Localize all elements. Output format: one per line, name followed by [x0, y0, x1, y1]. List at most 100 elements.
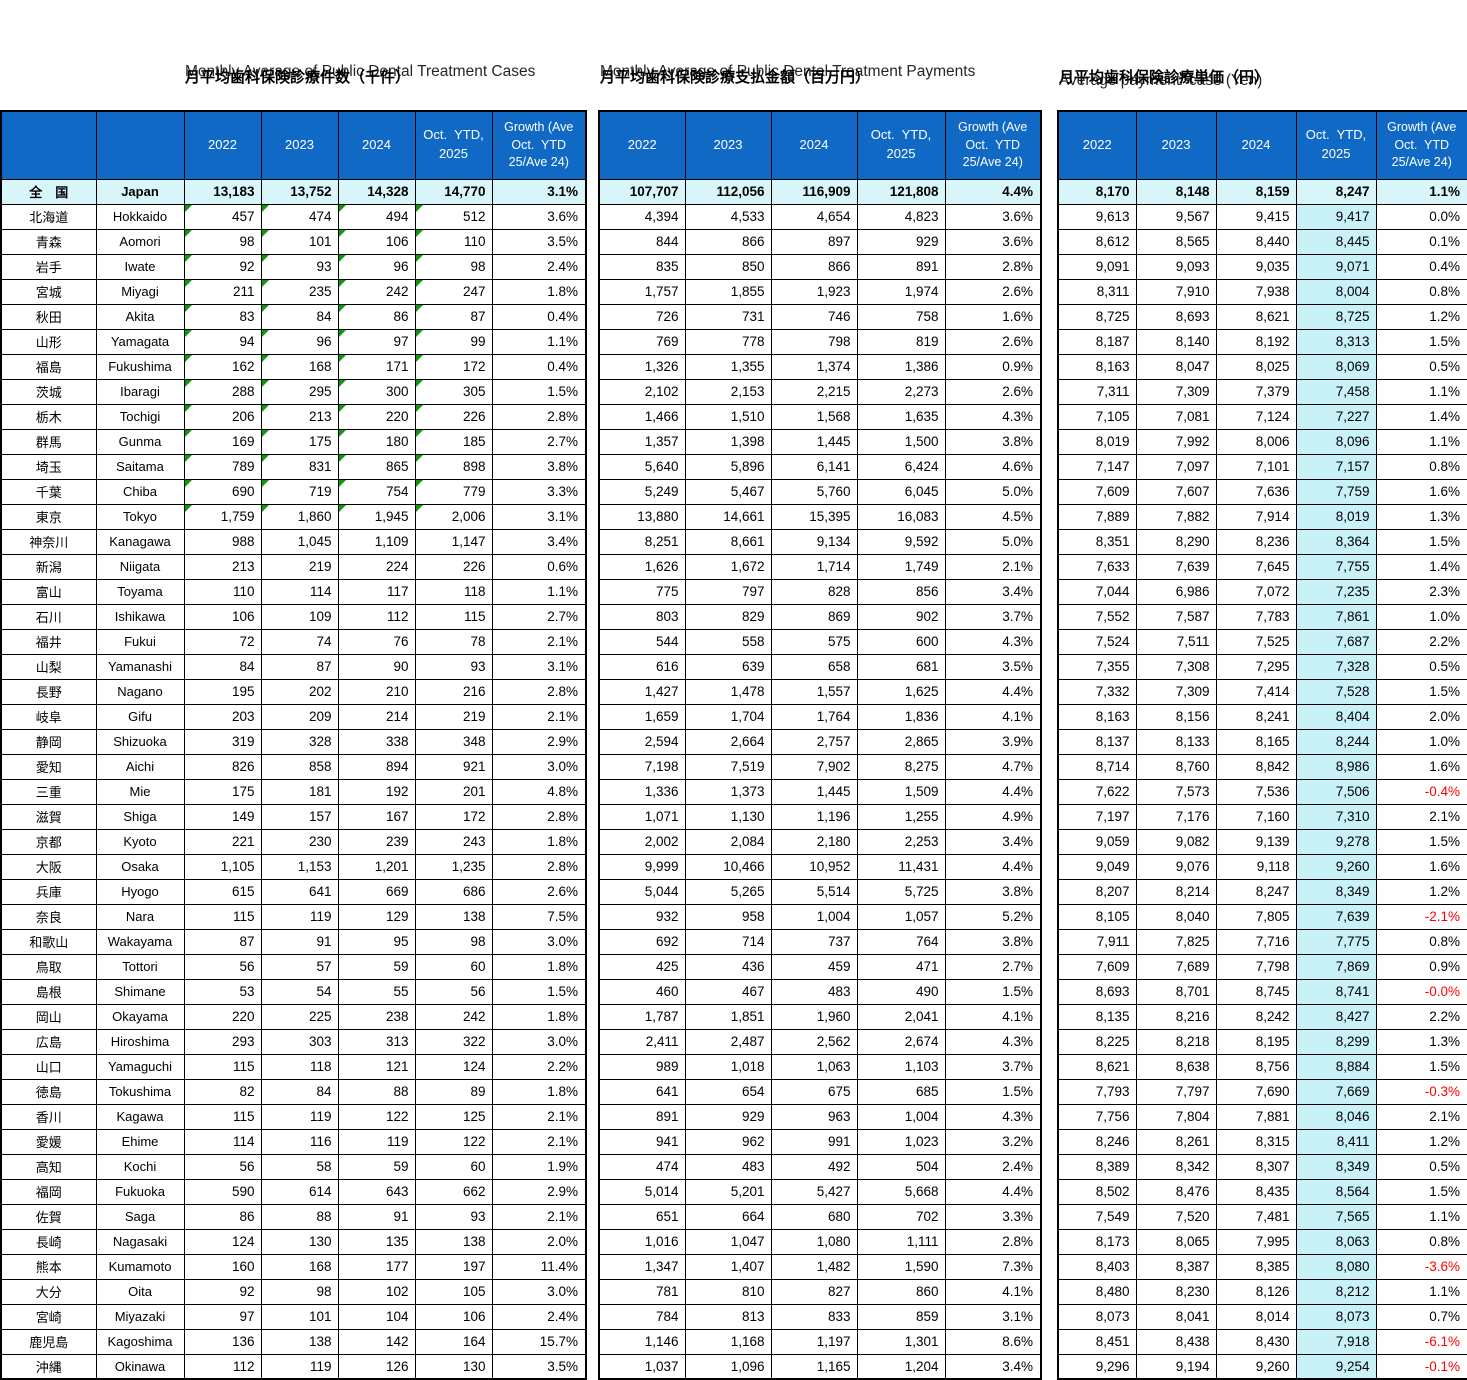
prefecture-name-en-cell[interactable]: Shizuoka: [95, 728, 185, 755]
value-cell[interactable]: 8,349: [1295, 1153, 1377, 1180]
prefecture-name-en-cell[interactable]: Hokkaido: [95, 203, 185, 230]
value-cell[interactable]: 2,411: [598, 1028, 686, 1055]
value-cell[interactable]: 8,163: [1057, 703, 1137, 730]
value-cell[interactable]: 122: [337, 1103, 416, 1130]
prefecture-name-jp-cell[interactable]: 千葉: [0, 478, 97, 505]
value-cell[interactable]: 8,137: [1057, 728, 1137, 755]
growth-cell[interactable]: 3.1%: [944, 1303, 1042, 1330]
value-cell[interactable]: 8,313: [1295, 328, 1377, 355]
value-cell[interactable]: 8,047: [1135, 353, 1217, 380]
value-cell[interactable]: 1,147: [414, 528, 493, 555]
value-cell[interactable]: 8,173: [1057, 1228, 1137, 1255]
prefecture-name-en-cell[interactable]: Okayama: [95, 1003, 185, 1030]
value-cell[interactable]: 512: [414, 203, 493, 230]
value-cell[interactable]: 941: [598, 1128, 686, 1155]
growth-cell[interactable]: 4.4%: [944, 853, 1042, 880]
value-cell[interactable]: 93: [414, 1203, 493, 1230]
prefecture-name-jp-cell[interactable]: 愛知: [0, 753, 97, 780]
prefecture-name-jp-cell[interactable]: 静岡: [0, 728, 97, 755]
value-cell[interactable]: 1,255: [856, 803, 946, 830]
value-cell[interactable]: 224: [337, 553, 416, 580]
prefecture-name-en-cell[interactable]: Ehime: [95, 1128, 185, 1155]
value-cell[interactable]: 126: [337, 1353, 416, 1380]
prefecture-name-en-cell[interactable]: Shimane: [95, 978, 185, 1005]
value-cell[interactable]: 94: [183, 328, 262, 355]
value-cell[interactable]: 614: [260, 1178, 339, 1205]
value-cell[interactable]: 105: [414, 1278, 493, 1305]
value-cell[interactable]: 1,590: [856, 1253, 946, 1280]
growth-cell[interactable]: 4.3%: [944, 1103, 1042, 1130]
prefecture-name-jp-cell[interactable]: 和歌山: [0, 928, 97, 955]
value-cell[interactable]: 963: [770, 1103, 858, 1130]
prefecture-name-jp-cell[interactable]: 大分: [0, 1278, 97, 1305]
value-cell[interactable]: 201: [414, 778, 493, 805]
value-cell[interactable]: 8,218: [1135, 1028, 1217, 1055]
value-cell[interactable]: 2,002: [598, 828, 686, 855]
value-cell[interactable]: 6,424: [856, 453, 946, 480]
value-cell[interactable]: 1,626: [598, 553, 686, 580]
value-cell[interactable]: 8,342: [1135, 1153, 1217, 1180]
value-cell[interactable]: 328: [260, 728, 339, 755]
value-cell[interactable]: 8,502: [1057, 1178, 1137, 1205]
growth-cell[interactable]: 1.5%: [491, 978, 587, 1005]
prefecture-name-jp-cell[interactable]: 茨城: [0, 378, 97, 405]
value-cell[interactable]: 5,467: [684, 478, 772, 505]
growth-cell[interactable]: 2.8%: [491, 803, 587, 830]
value-cell[interactable]: 97: [337, 328, 416, 355]
value-cell[interactable]: 775: [598, 578, 686, 605]
value-cell[interactable]: 5,044: [598, 878, 686, 905]
prefecture-name-jp-cell[interactable]: 愛媛: [0, 1128, 97, 1155]
value-cell[interactable]: 8,621: [1057, 1053, 1137, 1080]
growth-cell[interactable]: 5.2%: [944, 903, 1042, 930]
value-cell[interactable]: 483: [684, 1153, 772, 1180]
value-cell[interactable]: 9,567: [1135, 203, 1217, 230]
value-cell[interactable]: 692: [598, 928, 686, 955]
value-cell[interactable]: 125: [414, 1103, 493, 1130]
prefecture-name-jp-cell[interactable]: 香川: [0, 1103, 97, 1130]
value-cell[interactable]: 7,310: [1295, 803, 1377, 830]
growth-cell[interactable]: 1.2%: [1375, 878, 1467, 905]
value-cell[interactable]: 8,170: [1057, 178, 1137, 205]
prefecture-name-en-cell[interactable]: Akita: [95, 303, 185, 330]
growth-cell[interactable]: 7.3%: [944, 1253, 1042, 1280]
growth-cell[interactable]: 3.3%: [491, 478, 587, 505]
value-cell[interactable]: 8,430: [1215, 1328, 1297, 1355]
growth-cell[interactable]: 3.0%: [491, 1028, 587, 1055]
value-cell[interactable]: 1,974: [856, 278, 946, 305]
value-cell[interactable]: 300: [337, 378, 416, 405]
value-cell[interactable]: 1,105: [183, 853, 262, 880]
value-cell[interactable]: 130: [414, 1353, 493, 1380]
value-cell[interactable]: 2,674: [856, 1028, 946, 1055]
value-cell[interactable]: 7,793: [1057, 1078, 1137, 1105]
value-cell[interactable]: 1,109: [337, 528, 416, 555]
value-cell[interactable]: 902: [856, 603, 946, 630]
value-cell[interactable]: 575: [770, 628, 858, 655]
column-header[interactable]: Growth (Ave Oct. YTD 25/Ave 24): [491, 110, 587, 180]
value-cell[interactable]: 109: [260, 603, 339, 630]
value-cell[interactable]: 220: [337, 403, 416, 430]
value-cell[interactable]: 8,019: [1057, 428, 1137, 455]
growth-cell[interactable]: 3.9%: [944, 728, 1042, 755]
prefecture-name-en-cell[interactable]: Tokushima: [95, 1078, 185, 1105]
column-header[interactable]: 2024: [337, 110, 416, 180]
value-cell[interactable]: 1,466: [598, 403, 686, 430]
value-cell[interactable]: 1,557: [770, 678, 858, 705]
value-cell[interactable]: 8,480: [1057, 1278, 1137, 1305]
value-cell[interactable]: 7,804: [1135, 1103, 1217, 1130]
prefecture-name-jp-cell[interactable]: 栃木: [0, 403, 97, 430]
value-cell[interactable]: 8,246: [1057, 1128, 1137, 1155]
value-cell[interactable]: 9,278: [1295, 828, 1377, 855]
value-cell[interactable]: 221: [183, 828, 262, 855]
value-cell[interactable]: 7,607: [1135, 478, 1217, 505]
value-cell[interactable]: 921: [414, 753, 493, 780]
value-cell[interactable]: 2,865: [856, 728, 946, 755]
value-cell[interactable]: 669: [337, 878, 416, 905]
value-cell[interactable]: 172: [414, 803, 493, 830]
value-cell[interactable]: 124: [183, 1228, 262, 1255]
growth-cell[interactable]: 3.4%: [491, 528, 587, 555]
growth-cell[interactable]: 4.7%: [944, 753, 1042, 780]
value-cell[interactable]: 7,379: [1215, 378, 1297, 405]
value-cell[interactable]: 8,247: [1295, 178, 1377, 205]
value-cell[interactable]: 288: [183, 378, 262, 405]
value-cell[interactable]: 95: [337, 928, 416, 955]
